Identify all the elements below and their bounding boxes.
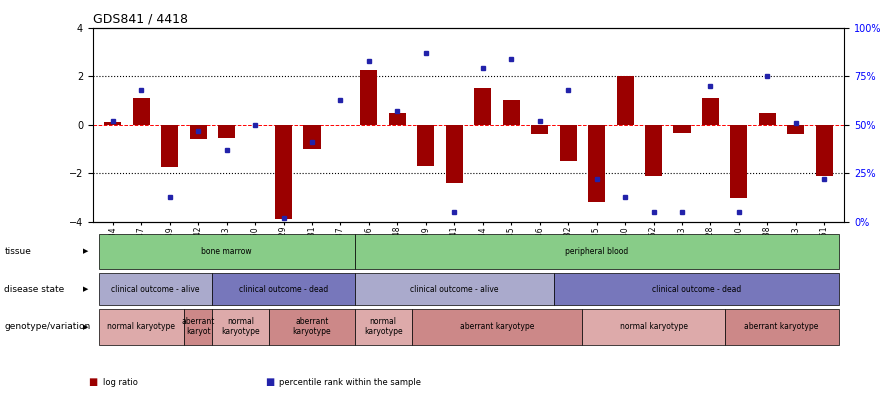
Text: normal
karyotype: normal karyotype	[222, 317, 260, 336]
Text: percentile rank within the sample: percentile rank within the sample	[279, 378, 422, 386]
Bar	[303, 125, 321, 149]
Text: normal karyotype: normal karyotype	[620, 322, 688, 331]
Bar	[389, 112, 406, 125]
Bar	[133, 98, 149, 125]
Bar	[758, 112, 776, 125]
Bar	[275, 125, 292, 219]
Bar	[531, 125, 548, 134]
Bar	[361, 70, 377, 125]
Bar	[645, 125, 662, 176]
Text: log ratio: log ratio	[103, 378, 137, 386]
Bar	[702, 98, 719, 125]
Text: disease state: disease state	[4, 285, 65, 293]
Bar	[417, 125, 434, 166]
Bar	[218, 125, 235, 138]
Bar	[816, 125, 833, 176]
Text: aberrant
karyotype: aberrant karyotype	[293, 317, 332, 336]
Bar	[788, 125, 804, 134]
Bar	[674, 125, 690, 133]
Bar	[503, 101, 520, 125]
Bar	[616, 76, 634, 125]
Text: normal
karyotype: normal karyotype	[364, 317, 402, 336]
Bar	[588, 125, 606, 202]
Text: clinical outcome - alive: clinical outcome - alive	[111, 285, 200, 293]
Text: clinical outcome - alive: clinical outcome - alive	[410, 285, 499, 293]
Text: aberrant
karyot: aberrant karyot	[181, 317, 215, 336]
Text: aberrant karyotype: aberrant karyotype	[744, 322, 819, 331]
Text: ▶: ▶	[83, 286, 88, 292]
Bar	[730, 125, 748, 198]
Text: normal karyotype: normal karyotype	[107, 322, 175, 331]
Bar	[189, 125, 207, 139]
Bar	[104, 122, 121, 125]
Text: tissue: tissue	[4, 247, 31, 256]
Text: peripheral blood: peripheral blood	[565, 247, 629, 256]
Text: GDS841 / 4418: GDS841 / 4418	[93, 12, 187, 25]
Text: clinical outcome - dead: clinical outcome - dead	[239, 285, 328, 293]
Bar	[474, 88, 492, 125]
Text: ■: ■	[88, 377, 97, 387]
Text: genotype/variation: genotype/variation	[4, 322, 91, 331]
Text: aberrant karyotype: aberrant karyotype	[460, 322, 534, 331]
Bar	[560, 125, 576, 161]
Bar	[161, 125, 179, 167]
Text: bone marrow: bone marrow	[202, 247, 252, 256]
Text: ▶: ▶	[83, 248, 88, 255]
Bar	[446, 125, 463, 183]
Text: clinical outcome - dead: clinical outcome - dead	[652, 285, 741, 293]
Text: ▶: ▶	[83, 324, 88, 330]
Text: ■: ■	[265, 377, 274, 387]
